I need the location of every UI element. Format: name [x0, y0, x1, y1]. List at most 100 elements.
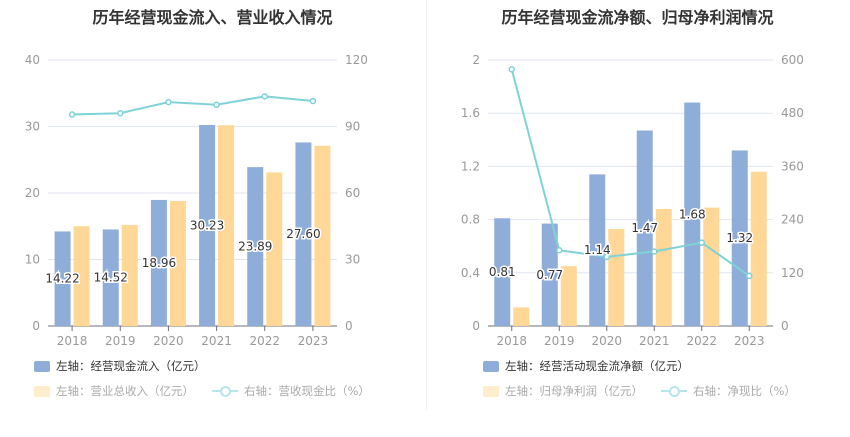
- legend-row-2: 左轴：营业总收入（亿元） 右轴：营收现金比（%）: [34, 383, 370, 399]
- legend-row-2: 左轴：归母净利润（亿元） 右轴：净现比（%）: [483, 383, 796, 399]
- y-tick-right: 480: [781, 106, 804, 120]
- bar-primary: [636, 130, 653, 326]
- bar-data-label: 23.89: [238, 240, 272, 254]
- y-tick-right: 30: [345, 253, 360, 267]
- x-tick-label: 2023: [734, 334, 765, 348]
- bar-secondary: [560, 266, 577, 326]
- chart-panel-net-cash: 历年经营现金流净额、归母净利润情况 0 0 0.4 120 0.8 240 1.2 360 1.…: [425, 0, 850, 437]
- ratio-line: [72, 95, 314, 116]
- bar-primary: [54, 231, 71, 326]
- bar-primary: [684, 102, 701, 326]
- bar-secondary: [314, 145, 331, 326]
- x-tick-label: 2021: [639, 334, 670, 348]
- bar-data-label: 14.52: [94, 271, 128, 285]
- line-point: [556, 246, 563, 254]
- line-point: [309, 97, 317, 105]
- bar-secondary: [121, 224, 138, 326]
- y-tick-right: 60: [345, 186, 360, 200]
- bar-data-label: 27.60: [286, 227, 320, 241]
- line-point: [746, 272, 753, 280]
- y-tick-left: 0.8: [461, 213, 480, 227]
- y-tick-left: 20: [25, 186, 40, 200]
- ratio-line: [510, 69, 750, 277]
- bar-primary: [494, 218, 511, 326]
- legend-label[interactable]: 右轴：营收现金比（%）: [244, 384, 370, 398]
- bar-primary: [295, 142, 312, 326]
- legend-swatch-blue: [483, 360, 499, 372]
- bar-data-label: 30.23: [190, 218, 224, 232]
- bar-secondary: [608, 228, 625, 326]
- chart-panel-cash-inflow: 历年经营现金流入、营业收入情况 0 0 10 30 20 60 30 90 40 120 2018 2…: [25, 8, 370, 399]
- chart-svg: 0 0 0.4 120 0.8 240 1.2 360 1.6 480 2 600 2018 2019 20…: [461, 53, 804, 348]
- bar-primary: [199, 124, 216, 327]
- y-tick-right: 360: [781, 159, 804, 173]
- y-tick-left: 30: [25, 120, 40, 134]
- legend-label[interactable]: 左轴：营业总收入（亿元）: [56, 384, 194, 398]
- bar-secondary: [513, 307, 530, 326]
- legend-line-icon[interactable]: [661, 385, 687, 397]
- x-tick-label: 2018: [496, 334, 527, 348]
- x-tick-label: 2022: [249, 334, 280, 348]
- line-point: [508, 66, 515, 73]
- y-tick-left: 0.4: [461, 266, 480, 280]
- chart-title: 历年经营现金流入、营业收入情况: [92, 8, 333, 27]
- bar-primary: [541, 223, 558, 326]
- bar-secondary: [169, 200, 186, 326]
- legend-swatch-orange[interactable]: [34, 385, 50, 397]
- y-tick-right: 90: [345, 120, 360, 134]
- y-tick-left: 1.6: [461, 106, 480, 120]
- legend-label: 左轴：经营现金流入（亿元）: [56, 359, 206, 373]
- x-tick-label: 2022: [686, 334, 717, 348]
- y-tick-left: 2: [472, 53, 480, 67]
- y-tick-right: 120: [345, 53, 368, 67]
- bar-data-label: 0.81: [489, 265, 516, 279]
- chart-title: 历年经营现金流净额、归母净利润情况: [501, 8, 774, 27]
- x-tick-label: 2023: [298, 334, 329, 348]
- bar-data-label: 14.22: [45, 272, 79, 286]
- bar-data-label: 1.32: [726, 231, 753, 245]
- bar-primary: [731, 150, 748, 326]
- divider: [426, 0, 427, 410]
- bar-primary: [589, 174, 606, 326]
- y-tick-left: 1.2: [461, 159, 480, 173]
- bar-primary: [247, 167, 264, 326]
- y-tick-left: 40: [25, 53, 40, 67]
- chart-svg: 0 0 10 30 20 60 30 90 40 120 2018 2019 2020 2021 2022 2…: [25, 53, 368, 348]
- line-point: [68, 111, 76, 118]
- line-point: [117, 109, 124, 117]
- legend-swatch-blue: [34, 360, 50, 372]
- bar-primary: [102, 229, 119, 326]
- x-tick-label: 2020: [153, 334, 184, 348]
- x-tick-label: 2020: [591, 334, 622, 348]
- y-tick-right: 0: [781, 319, 789, 333]
- line-point: [213, 101, 220, 109]
- y-tick-right: 600: [781, 53, 804, 67]
- y-tick-left: 10: [25, 253, 40, 267]
- bar-data-label: 1.14: [584, 243, 611, 257]
- bar-secondary: [703, 207, 720, 326]
- x-tick-label: 2019: [105, 334, 136, 348]
- bar-secondary: [218, 125, 235, 326]
- bar-secondary: [655, 208, 672, 326]
- bar-secondary: [266, 172, 283, 326]
- legend-item-bar1[interactable]: 左轴：经营活动现金流净额（亿元）: [483, 358, 689, 374]
- y-tick-right: 240: [781, 213, 804, 227]
- bar-data-label: 1.68: [679, 207, 706, 221]
- bar-secondary: [750, 171, 767, 326]
- y-tick-right: 120: [781, 266, 804, 280]
- line-point: [651, 248, 658, 255]
- x-tick-label: 2021: [201, 334, 232, 348]
- bar-secondary: [73, 226, 90, 326]
- x-tick-label: 2018: [57, 334, 88, 348]
- bar-data-label: 18.96: [142, 256, 176, 270]
- line-point: [261, 93, 268, 100]
- legend-item-bar1[interactable]: 左轴：经营现金流入（亿元）: [34, 358, 206, 374]
- legend-swatch-orange[interactable]: [483, 385, 499, 397]
- bar-data-label: 0.77: [536, 268, 563, 282]
- line-point: [603, 253, 610, 261]
- legend-line-icon[interactable]: [212, 385, 238, 397]
- y-tick-right: 0: [345, 319, 353, 333]
- legend-label[interactable]: 左轴：归母净利润（亿元）: [505, 384, 643, 398]
- legend-label[interactable]: 右轴：净现比（%）: [693, 384, 796, 398]
- line-point: [165, 98, 172, 106]
